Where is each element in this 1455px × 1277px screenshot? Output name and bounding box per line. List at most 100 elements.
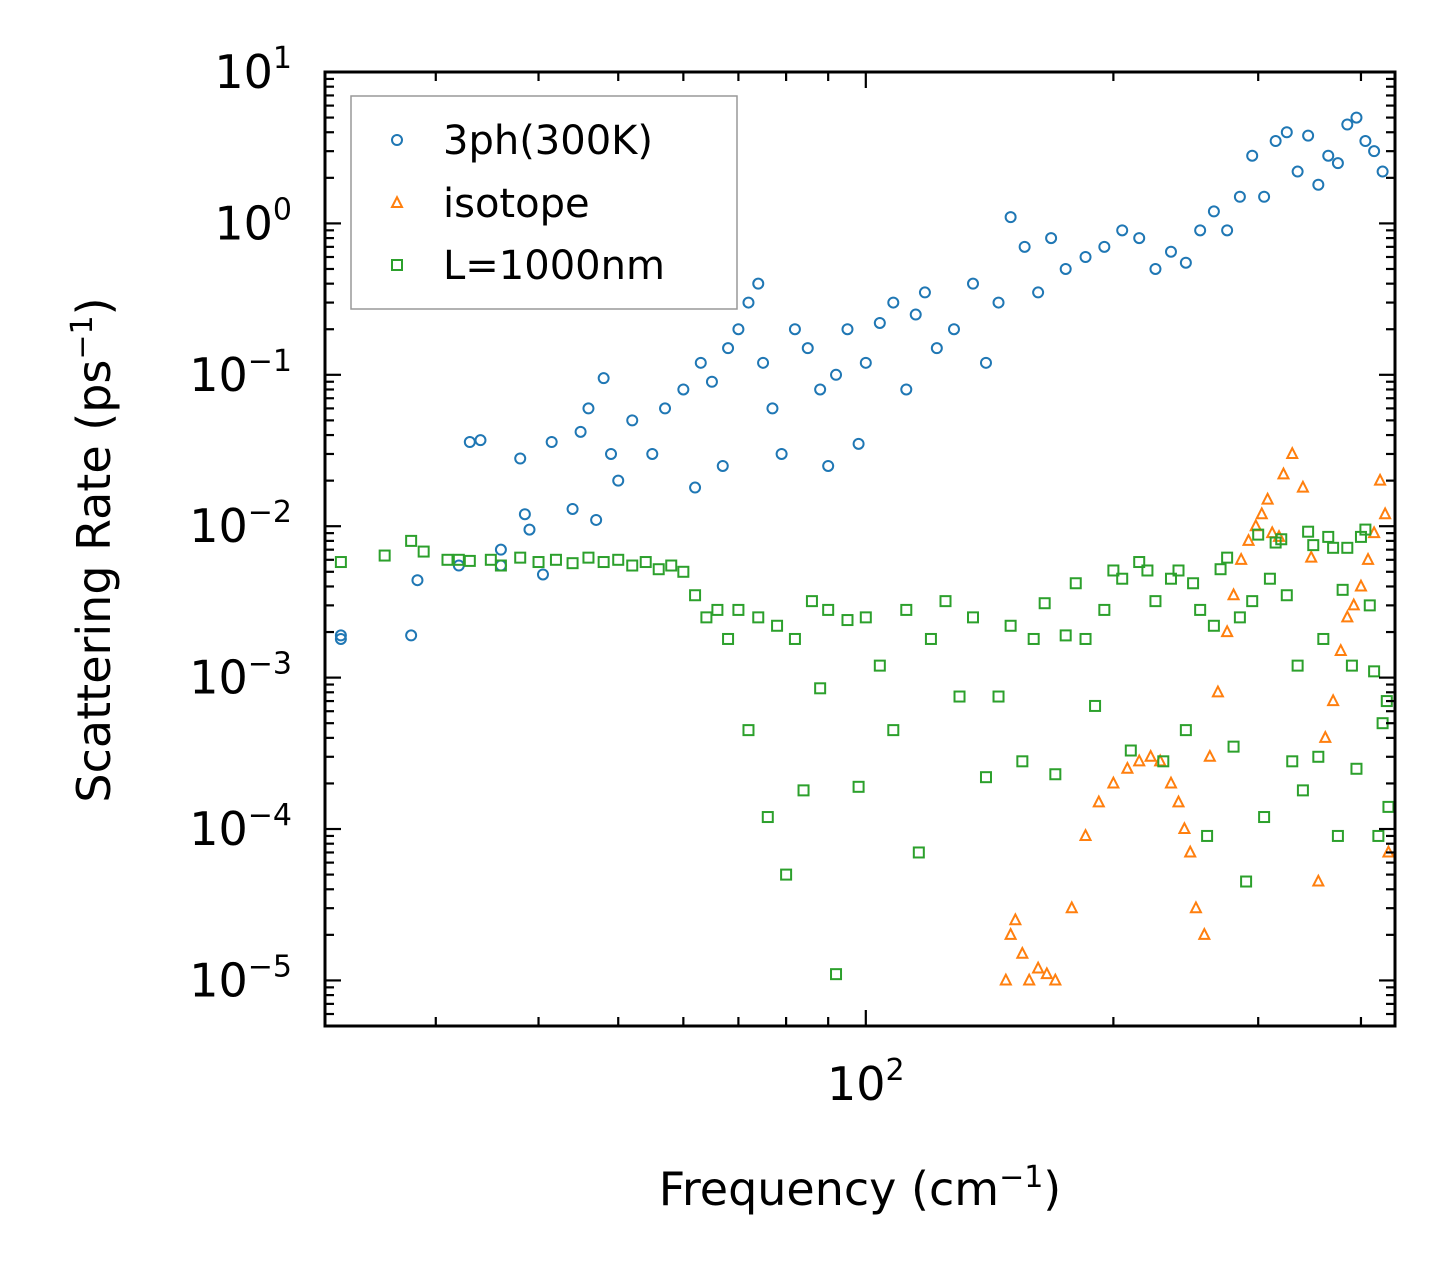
circle-series-point <box>514 452 527 465</box>
square-series-point <box>797 784 810 797</box>
triangle-series-point <box>1203 748 1217 762</box>
square-series-point <box>1317 632 1330 645</box>
circle-series-point <box>1179 256 1192 269</box>
square-series-point <box>841 614 854 627</box>
legend-label: isotope <box>443 181 590 227</box>
y-tick-label: 10−3 <box>189 647 292 705</box>
square-series-point <box>405 534 418 547</box>
square-series-point <box>597 556 610 569</box>
y-tick-label: 100 <box>214 192 292 250</box>
square-series-point <box>1263 572 1276 585</box>
square-series-point <box>939 595 952 608</box>
square-series-point <box>1246 595 1259 608</box>
square-series-point <box>1331 829 1344 842</box>
circle-series-point <box>1018 240 1031 253</box>
square-series-point <box>1341 541 1354 554</box>
circle-series-point <box>966 277 979 290</box>
square-series-point <box>1187 577 1200 590</box>
x-tick-label: 102 <box>827 1053 905 1111</box>
square-series-point <box>1252 528 1265 541</box>
circle-series-point <box>859 356 872 369</box>
circle-series-point <box>574 425 587 438</box>
circle-series-point <box>887 296 900 309</box>
square-series-point <box>639 556 652 569</box>
square-series-point <box>1214 563 1227 576</box>
circle-series-point <box>814 383 827 396</box>
square-series-point <box>1194 603 1207 616</box>
square-series-point <box>1098 603 1111 616</box>
triangle-series-point <box>1197 926 1211 940</box>
y-tick-label: 10−4 <box>189 798 292 856</box>
square-series-point <box>514 551 527 564</box>
triangle-series-point <box>1164 775 1178 789</box>
square-series-point <box>378 549 391 562</box>
circle-series-point <box>722 342 735 355</box>
circle-series-point <box>474 434 487 447</box>
triangle-series-point <box>1220 624 1234 638</box>
square-series-point <box>900 603 913 616</box>
circle-series-point <box>822 459 835 472</box>
legend-circle-icon <box>391 134 403 146</box>
square-series-point <box>1312 750 1325 763</box>
triangle-series-point <box>1276 466 1291 480</box>
square-series-point <box>1004 619 1017 632</box>
circle-series-point <box>518 508 531 521</box>
circle-series-point <box>590 513 603 526</box>
circle-series-point <box>536 568 549 581</box>
triangle-series-point <box>1311 873 1325 887</box>
square-series-point <box>1221 551 1234 564</box>
y-tick-label: 10−2 <box>189 495 292 553</box>
square-series-point <box>1107 564 1120 577</box>
circle-series-point <box>909 308 922 321</box>
circle-series-point <box>918 286 931 299</box>
square-series-point <box>1327 541 1340 554</box>
y-tick-label: 10−1 <box>189 344 292 402</box>
square-series-point <box>1133 556 1146 569</box>
legend-box <box>350 95 738 310</box>
circle-series-point <box>1341 118 1354 131</box>
plot-frame <box>323 70 1397 1028</box>
circle-series-point <box>1133 232 1146 245</box>
circle-series-point <box>752 277 765 290</box>
circle-series-point <box>1258 190 1271 203</box>
triangle-series-point <box>1132 753 1146 767</box>
triangle-series-point <box>1361 551 1375 565</box>
triangle-series-point <box>1367 525 1381 539</box>
square-series-point <box>334 556 347 569</box>
square-series-point <box>852 780 865 793</box>
square-series-point <box>1296 784 1309 797</box>
square-series-point <box>1069 577 1082 590</box>
triangle-series-point <box>1234 551 1248 565</box>
square-series-point <box>771 619 784 632</box>
circle-series-point <box>1004 211 1017 224</box>
square-series-point <box>859 611 872 624</box>
triangle-series-point <box>999 972 1013 986</box>
circle-series-point <box>873 316 886 329</box>
square-series-point <box>1116 572 1129 585</box>
triangle-series-point <box>1318 729 1332 743</box>
triangle-series-point <box>1354 578 1368 592</box>
square-series-point <box>1275 533 1288 546</box>
triangle-series-point <box>1183 844 1197 858</box>
legend-square-icon <box>391 259 403 271</box>
triangle-series-point <box>1144 748 1158 762</box>
square-series-point <box>665 559 678 572</box>
circle-series-point <box>841 323 854 336</box>
square-series-point <box>742 724 755 737</box>
square-series-point <box>441 553 454 566</box>
square-series-point <box>626 559 639 572</box>
square-series-point <box>1345 659 1358 672</box>
circle-series-point <box>1233 190 1246 203</box>
triangle-series-point <box>1373 472 1387 486</box>
square-series-point <box>494 559 507 572</box>
square-series-point <box>652 563 665 576</box>
circle-series-point <box>757 356 770 369</box>
circle-series-point <box>1079 250 1092 263</box>
circle-series-point <box>788 323 801 336</box>
square-series-point <box>912 846 925 859</box>
square-series-point <box>1059 629 1072 642</box>
triangle-series-point <box>1022 972 1036 986</box>
y-tick-label: 10−5 <box>189 949 292 1007</box>
circle-series-point <box>405 629 418 642</box>
